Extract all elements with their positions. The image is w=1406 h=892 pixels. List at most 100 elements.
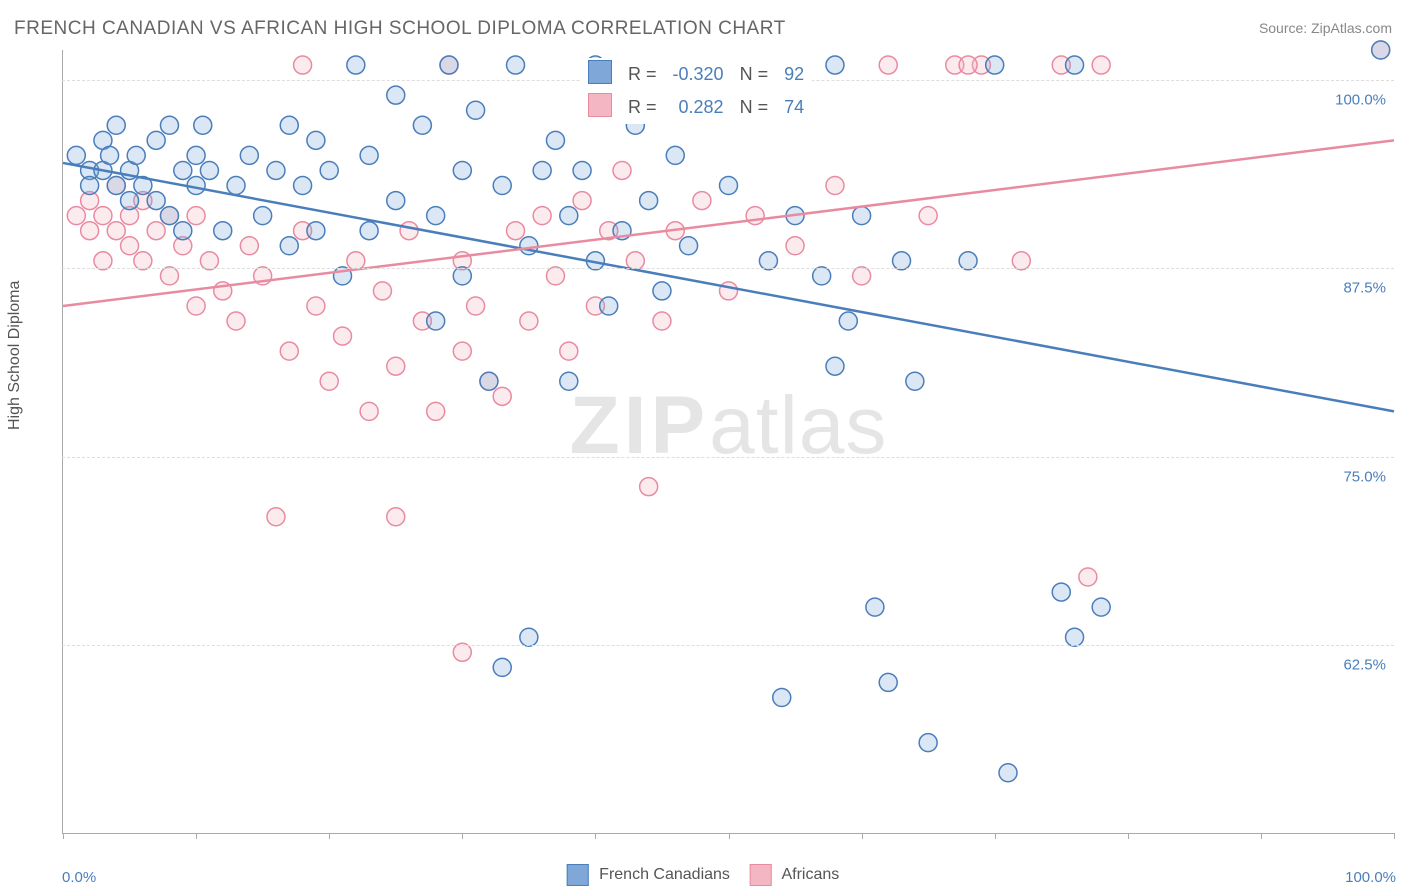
- scatter-point: [240, 237, 258, 255]
- scatter-point: [467, 101, 485, 119]
- legend-item-1: French Canadians: [567, 864, 730, 886]
- scatter-point: [413, 116, 431, 134]
- scatter-point: [280, 237, 298, 255]
- scatter-point: [187, 146, 205, 164]
- scatter-point: [294, 56, 312, 74]
- scatter-point: [786, 237, 804, 255]
- scatter-point: [174, 161, 192, 179]
- scatter-point: [121, 237, 139, 255]
- scatter-point: [147, 131, 165, 149]
- scatter-point: [520, 628, 538, 646]
- x-tick: [595, 833, 596, 839]
- y-tick-label: 62.5%: [1343, 656, 1386, 673]
- scatter-point: [533, 207, 551, 225]
- scatter-point: [360, 222, 378, 240]
- scatter-point: [194, 116, 212, 134]
- scatter-point: [626, 252, 644, 270]
- scatter-point: [334, 327, 352, 345]
- plot-area: ZIPatlas: [62, 50, 1394, 834]
- scatter-point: [360, 146, 378, 164]
- scatter-point: [1092, 56, 1110, 74]
- scatter-point: [653, 312, 671, 330]
- chart-container: FRENCH CANADIAN VS AFRICAN HIGH SCHOOL D…: [0, 0, 1406, 892]
- scatter-point: [1012, 252, 1030, 270]
- scatter-point: [453, 342, 471, 360]
- scatter-point: [453, 643, 471, 661]
- scatter-point: [560, 342, 578, 360]
- scatter-point: [720, 282, 738, 300]
- legend-swatch-bottom-1: [567, 864, 589, 886]
- scatter-point: [493, 387, 511, 405]
- scatter-point: [826, 177, 844, 195]
- scatter-point: [507, 56, 525, 74]
- scatter-point: [573, 161, 591, 179]
- scatter-point: [759, 252, 777, 270]
- x-tick: [329, 833, 330, 839]
- scatter-point: [560, 372, 578, 390]
- scatter-point: [121, 192, 139, 210]
- scatter-point: [67, 146, 85, 164]
- legend-r-value-2: 0.282: [665, 91, 732, 124]
- scatter-point: [67, 207, 85, 225]
- scatter-point: [187, 297, 205, 315]
- scatter-point: [214, 222, 232, 240]
- legend-swatch-bottom-2: [750, 864, 772, 886]
- scatter-point: [453, 267, 471, 285]
- legend-n-value-2: 74: [776, 91, 812, 124]
- scatter-point: [280, 342, 298, 360]
- scatter-point: [493, 177, 511, 195]
- scatter-point: [200, 252, 218, 270]
- series-legend: French Canadians Africans: [567, 864, 840, 886]
- scatter-point: [919, 734, 937, 752]
- scatter-point: [387, 86, 405, 104]
- scatter-point: [107, 222, 125, 240]
- chart-title: FRENCH CANADIAN VS AFRICAN HIGH SCHOOL D…: [14, 18, 786, 40]
- scatter-point: [1052, 583, 1070, 601]
- scatter-point: [160, 116, 178, 134]
- scatter-point: [254, 207, 272, 225]
- scatter-point: [94, 252, 112, 270]
- scatter-point: [267, 161, 285, 179]
- x-tick: [729, 833, 730, 839]
- scatter-point: [879, 673, 897, 691]
- scatter-point: [573, 192, 591, 210]
- scatter-point: [773, 688, 791, 706]
- scatter-point: [986, 56, 1004, 74]
- scatter-point: [1066, 56, 1084, 74]
- scatter-point: [400, 222, 418, 240]
- y-axis-label: High School Diploma: [6, 281, 24, 430]
- scatter-point: [267, 508, 285, 526]
- scatter-point: [347, 252, 365, 270]
- scatter-point: [826, 56, 844, 74]
- scatter-point: [453, 161, 471, 179]
- scatter-point: [160, 267, 178, 285]
- source-attribution: Source: ZipAtlas.com: [1259, 20, 1392, 36]
- gridline-h: [62, 457, 1394, 458]
- gridline-h: [62, 268, 1394, 269]
- scatter-point: [853, 267, 871, 285]
- scatter-point: [1372, 41, 1390, 59]
- scatter-point: [507, 222, 525, 240]
- legend-swatch-1: [588, 60, 612, 84]
- legend-item-2: Africans: [750, 864, 839, 886]
- scatter-point: [427, 402, 445, 420]
- gridline-h: [62, 645, 1394, 646]
- scatter-point: [480, 372, 498, 390]
- scatter-point: [560, 207, 578, 225]
- x-tick: [1128, 833, 1129, 839]
- scatter-point: [387, 192, 405, 210]
- scatter-point: [294, 177, 312, 195]
- scatter-point: [134, 252, 152, 270]
- scatter-point: [174, 222, 192, 240]
- x-axis-min-label: 0.0%: [62, 869, 96, 886]
- legend-row-series1: R = -0.320 N = 92: [580, 58, 812, 91]
- scatter-plot-svg: [63, 50, 1394, 833]
- scatter-point: [826, 357, 844, 375]
- scatter-point: [613, 161, 631, 179]
- scatter-point: [200, 161, 218, 179]
- scatter-point: [640, 192, 658, 210]
- scatter-point: [533, 161, 551, 179]
- scatter-point: [653, 282, 671, 300]
- legend-r-label-2: R =: [620, 91, 665, 124]
- scatter-point: [147, 192, 165, 210]
